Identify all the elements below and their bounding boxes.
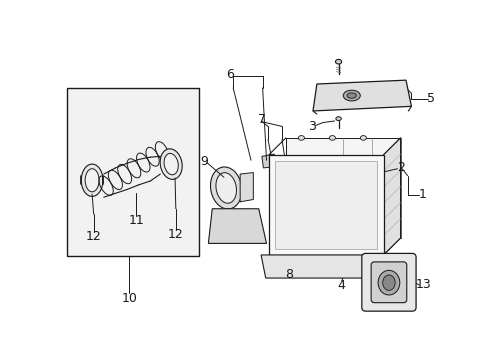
Text: 1: 1 xyxy=(417,188,426,201)
Ellipse shape xyxy=(298,136,304,140)
Ellipse shape xyxy=(81,164,103,197)
Text: 5: 5 xyxy=(426,92,434,105)
Text: 10: 10 xyxy=(121,292,137,305)
Polygon shape xyxy=(261,255,389,278)
Bar xyxy=(67,88,199,256)
Text: 6: 6 xyxy=(225,68,234,81)
Polygon shape xyxy=(312,80,410,111)
Ellipse shape xyxy=(285,259,289,262)
Polygon shape xyxy=(383,138,400,255)
FancyBboxPatch shape xyxy=(370,262,406,303)
Polygon shape xyxy=(285,138,400,238)
Polygon shape xyxy=(261,154,275,168)
Ellipse shape xyxy=(335,117,341,121)
Ellipse shape xyxy=(343,90,360,101)
Ellipse shape xyxy=(282,257,291,264)
Text: 13: 13 xyxy=(414,279,430,292)
Text: 12: 12 xyxy=(85,230,102,243)
Ellipse shape xyxy=(346,93,356,98)
Text: 4: 4 xyxy=(337,279,345,292)
Ellipse shape xyxy=(328,136,335,140)
Ellipse shape xyxy=(382,275,394,291)
Text: 12: 12 xyxy=(167,228,183,240)
Text: 7: 7 xyxy=(257,113,265,126)
Text: 2: 2 xyxy=(396,161,404,175)
Ellipse shape xyxy=(372,170,377,174)
Polygon shape xyxy=(240,172,253,202)
Text: 9: 9 xyxy=(200,154,208,167)
Ellipse shape xyxy=(360,136,366,140)
Text: 11: 11 xyxy=(128,214,144,227)
Polygon shape xyxy=(279,159,293,172)
Ellipse shape xyxy=(377,270,399,295)
Bar xyxy=(268,155,383,255)
Ellipse shape xyxy=(210,167,242,209)
Polygon shape xyxy=(324,85,398,105)
Ellipse shape xyxy=(160,149,182,179)
Ellipse shape xyxy=(335,59,341,64)
Polygon shape xyxy=(336,259,356,276)
Ellipse shape xyxy=(369,168,379,176)
Bar xyxy=(274,161,377,249)
Polygon shape xyxy=(208,209,266,243)
Text: 8: 8 xyxy=(285,268,292,281)
Text: 3: 3 xyxy=(307,120,316,133)
Ellipse shape xyxy=(216,173,236,203)
Ellipse shape xyxy=(85,169,99,192)
Ellipse shape xyxy=(163,153,178,175)
FancyBboxPatch shape xyxy=(361,253,415,311)
